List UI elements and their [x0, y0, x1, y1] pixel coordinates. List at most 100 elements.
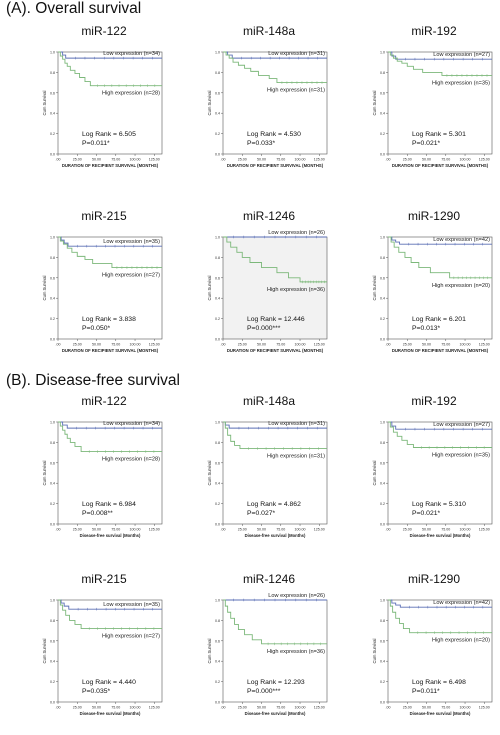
log-rank-text: Log Rank = 6.505 — [82, 131, 136, 138]
y-tick-label: 0.0 — [215, 523, 220, 527]
y-tick-label: 0.0 — [215, 338, 220, 342]
y-tick-label: 0.4 — [380, 297, 385, 301]
y-tick-label: 1.0 — [215, 599, 220, 603]
y-tick-label: 1.0 — [380, 599, 385, 603]
y-tick-label: 0.6 — [50, 91, 55, 95]
plot-area — [387, 599, 493, 703]
x-tick-label: 25.00 — [403, 158, 412, 162]
x-tick-label: 100.00 — [130, 528, 141, 532]
x-tick-label: 125.00 — [314, 343, 325, 347]
x-axis-label: Disease-free survival (Months) — [410, 711, 471, 716]
x-tick-label: 100.00 — [460, 343, 471, 347]
y-axis-label: Cum Survival — [372, 638, 377, 663]
high-expression-label: High expression (n=28) — [102, 91, 160, 97]
x-tick-label: 125.00 — [479, 706, 490, 710]
low-expression-label: Low expression (n=42) — [433, 600, 490, 606]
y-tick-label: 0.2 — [215, 680, 220, 684]
km-chart-mir-192: miR-192 1.0 0.8 0.6 0.4 0.2 0.0.00 25.00 50.00 75… — [370, 22, 498, 187]
km-chart-svg: miR-1246 1.0 0.8 0.6 0.4 0.2 0.0.00 25.00 50.00 7… — [207, 572, 328, 716]
x-tick-label: 125.00 — [479, 158, 490, 162]
x-axis-label: DURATION OF RECIPIENT SURVIVAL (MONTHS) — [227, 348, 324, 353]
plot-area — [387, 421, 493, 525]
high-expression-label: High expression (n=27) — [102, 273, 160, 279]
y-tick-label: 0.8 — [215, 441, 220, 445]
y-tick-label: 0.8 — [380, 256, 385, 260]
km-chart-svg: miR-148a 1.0 0.8 0.6 0.4 0.2 0.0.00 25.00 50.00 7… — [207, 394, 328, 538]
x-tick-label: 100.00 — [460, 158, 471, 162]
y-tick-label: 0.2 — [380, 132, 385, 136]
low-expression-label: Low expression (n=31) — [268, 51, 325, 57]
y-axis-label: Cum Survival — [372, 460, 377, 485]
x-tick-label: 75.00 — [111, 528, 120, 532]
y-tick-label: 0.0 — [380, 338, 385, 342]
p-value-text: P=0.035* — [82, 688, 111, 695]
high-expression-line — [58, 236, 162, 269]
x-tick-label: 25.00 — [238, 528, 247, 532]
y-tick-label: 0.6 — [215, 461, 220, 465]
log-rank-text: Log Rank = 4.862 — [247, 501, 301, 508]
x-tick-label: 25.00 — [73, 706, 82, 710]
x-tick-label: 100.00 — [460, 528, 471, 532]
y-tick-label: 0.4 — [50, 112, 55, 116]
p-value-text: P=0.000*** — [247, 688, 281, 695]
x-tick-label: .00 — [221, 158, 226, 162]
x-tick-label: 75.00 — [276, 343, 285, 347]
x-tick-label: 75.00 — [276, 528, 285, 532]
x-tick-label: 50.00 — [92, 158, 101, 162]
km-chart-mir-1290: miR-1290 1.0 0.8 0.6 0.4 0.2 0.0.00 25.00 50.00 7… — [370, 570, 498, 735]
low-expression-label: Low expression (n=26) — [268, 230, 325, 236]
y-tick-label: 1.0 — [215, 236, 220, 240]
x-tick-label: 100.00 — [295, 158, 306, 162]
km-chart-svg: miR-192 1.0 0.8 0.6 0.4 0.2 0.0.00 25.00 50.00 75… — [372, 394, 493, 538]
chart-title: miR-148a — [243, 394, 295, 408]
low-expression-line — [58, 421, 162, 429]
log-rank-text: Log Rank = 12.446 — [247, 316, 305, 323]
x-tick-label: .00 — [56, 528, 61, 532]
log-rank-text: Log Rank = 4.530 — [247, 131, 301, 138]
km-chart-svg: miR-148a 1.0 0.8 0.6 0.4 0.2 0.0.00 25.00 50.00 7… — [207, 24, 328, 168]
plot-area — [57, 51, 163, 155]
x-tick-label: .00 — [386, 158, 391, 162]
chart-title: miR-148a — [243, 24, 295, 38]
log-rank-text: Log Rank = 5.310 — [412, 501, 466, 508]
chart-title: miR-215 — [81, 209, 127, 223]
km-chart-svg: miR-215 1.0 0.8 0.6 0.4 0.2 0.0.00 25.00 50.00 75… — [42, 572, 163, 716]
km-chart-mir-215: miR-215 1.0 0.8 0.6 0.4 0.2 0.0.00 25.00 50.00 75… — [40, 570, 168, 735]
km-chart-mir-148a: miR-148a 1.0 0.8 0.6 0.4 0.2 0.0.00 25.00 50.00 7… — [205, 22, 333, 187]
y-tick-label: 1.0 — [50, 51, 55, 55]
x-axis-label: DURATION OF RECIPIENT SURVIVAL (MONTHS) — [62, 163, 159, 168]
y-tick-label: 0.6 — [380, 461, 385, 465]
x-tick-label: 125.00 — [479, 528, 490, 532]
km-chart-svg: miR-122 1.0 0.8 0.6 0.4 0.2 0.0.00 25.00 50.00 75… — [42, 24, 163, 168]
y-tick-label: 0.0 — [380, 701, 385, 705]
p-value-text: P=0.011* — [412, 688, 440, 695]
y-tick-label: 1.0 — [50, 599, 55, 603]
km-chart-mir-122: miR-122 1.0 0.8 0.6 0.4 0.2 0.0.00 25.00 50.00 75… — [40, 22, 168, 187]
x-tick-label: 75.00 — [441, 343, 450, 347]
y-tick-label: 0.8 — [50, 256, 55, 260]
high-expression-line — [58, 421, 162, 453]
y-tick-label: 0.2 — [380, 680, 385, 684]
high-expression-label: High expression (n=31) — [267, 454, 325, 460]
km-chart-svg: miR-215 1.0 0.8 0.6 0.4 0.2 0.0.00 25.00 50.00 75… — [42, 209, 163, 353]
x-tick-label: 125.00 — [149, 343, 160, 347]
y-tick-label: 0.4 — [50, 297, 55, 301]
x-tick-label: .00 — [386, 706, 391, 710]
x-tick-label: 25.00 — [403, 706, 412, 710]
x-axis-label: DURATION OF RECIPIENT SURVIVAL (MONTHS) — [227, 163, 324, 168]
x-tick-label: 50.00 — [257, 158, 266, 162]
p-value-text: P=0.011* — [82, 140, 110, 147]
y-tick-label: 0.2 — [215, 132, 220, 136]
y-tick-label: 1.0 — [380, 51, 385, 55]
x-tick-label: 25.00 — [238, 706, 247, 710]
high-expression-label: High expression (n=20) — [432, 638, 490, 644]
chart-title: miR-192 — [411, 24, 457, 38]
x-tick-label: 125.00 — [479, 343, 490, 347]
high-expression-label: High expression (n=27) — [102, 634, 160, 640]
x-tick-label: 125.00 — [149, 528, 160, 532]
km-chart-svg: miR-1290 1.0 0.8 0.6 0.4 0.2 0.0.00 25.00 50.00 7… — [372, 209, 493, 353]
y-tick-label: 1.0 — [215, 421, 220, 425]
y-tick-label: 0.6 — [215, 91, 220, 95]
low-expression-label: Low expression (n=42) — [433, 237, 490, 243]
y-tick-label: 0.6 — [215, 276, 220, 280]
